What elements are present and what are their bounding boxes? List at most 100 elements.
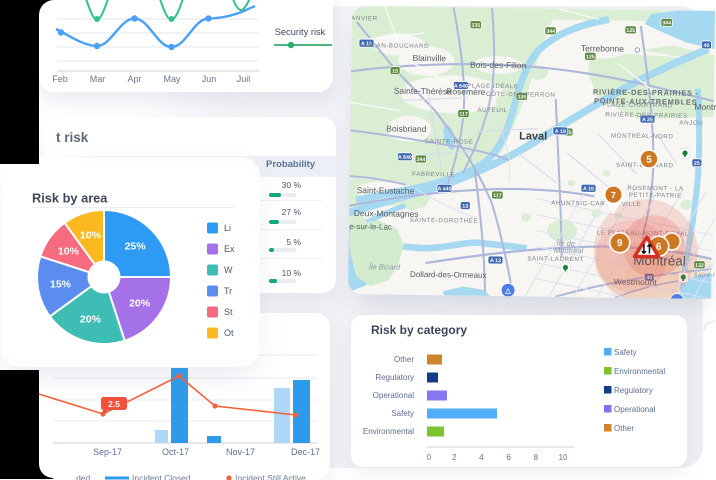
svg-text:Apr: Apr (127, 74, 141, 84)
svg-text:Security risk: Security risk (275, 27, 326, 37)
svg-text:A 440: A 440 (437, 186, 451, 192)
svg-text:Jun: Jun (202, 74, 217, 84)
svg-text:Mar: Mar (90, 74, 106, 84)
svg-text:344: 344 (546, 29, 555, 35)
svg-text:A 13: A 13 (490, 258, 501, 264)
svg-text:PLAGE IDÉALE: PLAGE IDÉALE (467, 83, 519, 91)
svg-text:Île de: Île de (557, 239, 575, 248)
svg-text:Sep-17: Sep-17 (93, 447, 122, 457)
svg-text:Île Bizard: Île Bizard (369, 262, 401, 271)
svg-text:4: 4 (479, 453, 484, 462)
svg-text:Incident Closed: Incident Closed (132, 473, 191, 480)
svg-text:Saint-L: Saint-L (693, 272, 716, 279)
svg-text:Oct-17: Oct-17 (162, 447, 189, 457)
svg-text:Safety: Safety (614, 348, 637, 357)
svg-text:...T-JANVIER: ...T-JANVIER (348, 15, 378, 23)
svg-text:117: 117 (459, 112, 468, 118)
svg-text:Incident Still Active: Incident Still Active (235, 473, 306, 480)
svg-text:132: 132 (695, 263, 704, 269)
svg-text:...ded: ...ded (69, 473, 91, 480)
svg-text:335: 335 (471, 23, 480, 29)
svg-text:POINTE-AUX-TREMBLES: POINTE-AUX-TREMBLES (594, 96, 697, 106)
svg-text:FABREVILLE: FABREVILLE (412, 171, 455, 179)
svg-text:6: 6 (506, 453, 511, 462)
svg-text:7: 7 (611, 190, 616, 200)
svg-text:PLAN-BOUCHARD: PLAN-BOUCHARD (368, 42, 430, 50)
svg-text:Risk by category: Risk by category (371, 323, 467, 337)
svg-text:10: 10 (559, 453, 568, 462)
svg-text:ANJOU: ANJOU (679, 120, 703, 127)
svg-text:20%: 20% (80, 313, 102, 325)
svg-text:Montréal: Montréal (554, 246, 584, 255)
svg-text:ROSEMONT - LA: ROSEMONT - LA (627, 185, 684, 193)
svg-text:AUTEUIL: AUTEUIL (477, 107, 507, 114)
svg-text:5: 5 (646, 155, 652, 166)
svg-text:A 15: A 15 (361, 41, 372, 47)
svg-text:Laval: Laval (519, 130, 547, 142)
svg-text:SAINTE-ROSE: SAINTE-ROSE (425, 138, 474, 146)
svg-text:Dollard-des-Ormeaux: Dollard-des-Ormeaux (410, 270, 487, 280)
svg-text:△: △ (504, 288, 511, 295)
svg-text:RIVIÈRE-DES-PRAIRIES: RIVIÈRE-DES-PRAIRIES (605, 112, 688, 120)
svg-text:Sainte-Thérèse: Sainte-Thérèse (394, 86, 453, 97)
svg-text:Rosemère: Rosemère (446, 86, 486, 97)
svg-text:125: 125 (626, 28, 635, 34)
svg-text:St: St (224, 307, 233, 317)
svg-text:Li: Li (224, 223, 231, 233)
svg-text:Westmount: Westmount (614, 277, 658, 288)
svg-text:6: 6 (656, 242, 662, 253)
svg-text:Feb: Feb (52, 74, 68, 84)
svg-text:0: 0 (427, 453, 432, 462)
svg-text:344: 344 (416, 157, 425, 163)
svg-text:Deux-Montagnes: Deux-Montagnes (354, 208, 419, 219)
svg-text:117: 117 (493, 193, 502, 199)
svg-text:W: W (224, 265, 233, 275)
svg-text:Bois-des-Filion: Bois-des-Filion (470, 60, 527, 71)
svg-text:25: 25 (694, 161, 700, 167)
svg-text:Risk by area: Risk by area (32, 191, 108, 206)
svg-text:15: 15 (392, 69, 398, 75)
svg-text:335: 335 (517, 94, 526, 100)
svg-text:10%: 10% (80, 230, 102, 242)
svg-text:Ot: Ot (224, 328, 234, 338)
svg-text:Regulatory: Regulatory (614, 386, 653, 395)
svg-text:Montré: Montré (694, 102, 716, 112)
svg-text:SAINT-LAURENT: SAINT-LAURENT (527, 255, 584, 263)
svg-text:SAINTE-DOROTHÉE: SAINTE-DOROTHÉE (410, 217, 479, 225)
svg-text:A 640: A 640 (398, 155, 412, 161)
svg-text:Other: Other (614, 424, 634, 433)
svg-text:AHUNTSIC-CARTIERVILLE: AHUNTSIC-CARTIERVILLE (551, 200, 641, 208)
svg-text:Nov-17: Nov-17 (226, 447, 255, 457)
svg-text:2: 2 (452, 453, 457, 462)
svg-text:Terrebonne: Terrebonne (581, 43, 624, 54)
svg-text:Safety: Safety (391, 409, 414, 418)
svg-text:Saint-Eustache: Saint-Eustache (357, 185, 415, 196)
svg-text:9: 9 (617, 238, 623, 249)
svg-text:Juil: Juil (237, 74, 251, 84)
svg-text:Ex: Ex (224, 244, 235, 254)
svg-text:25%: 25% (125, 240, 147, 252)
svg-text:PETITE-PATRIE: PETITE-PATRIE (629, 192, 682, 200)
svg-text:Other: Other (394, 355, 414, 364)
svg-text:Regulatory: Regulatory (375, 373, 414, 382)
svg-text:LE PLATEAU-MONT-ROYAL: LE PLATEAU-MONT-ROYAL (597, 229, 689, 237)
svg-text:2.5: 2.5 (108, 399, 120, 409)
svg-text:Blainville: Blainville (412, 53, 446, 63)
svg-text:A 640: A 640 (454, 84, 468, 90)
svg-text:15%: 15% (50, 278, 72, 290)
svg-text:40: 40 (703, 43, 709, 49)
svg-text:344: 344 (662, 20, 671, 26)
svg-text:40: 40 (646, 275, 652, 281)
svg-text:10%: 10% (58, 246, 80, 258)
svg-text:Operational: Operational (614, 405, 656, 414)
svg-text:CÔTE-DES-PERRON: CÔTE-DES-PERRON (486, 91, 556, 99)
svg-text:rthe-sur-le-Lac: rthe-sur-le-Lac (348, 222, 392, 232)
svg-text:Operational: Operational (373, 391, 415, 400)
svg-text:Environmental: Environmental (363, 427, 414, 436)
svg-text:13: 13 (462, 204, 468, 210)
svg-text:A 15: A 15 (583, 186, 594, 192)
svg-text:RIVIÈRE-DES-PRAIRIES -: RIVIÈRE-DES-PRAIRIES - (593, 87, 699, 97)
svg-text:A 25: A 25 (642, 117, 653, 123)
svg-text:Environmental: Environmental (614, 367, 665, 376)
svg-text:MONTRÉAL-NORD: MONTRÉAL-NORD (611, 133, 674, 141)
